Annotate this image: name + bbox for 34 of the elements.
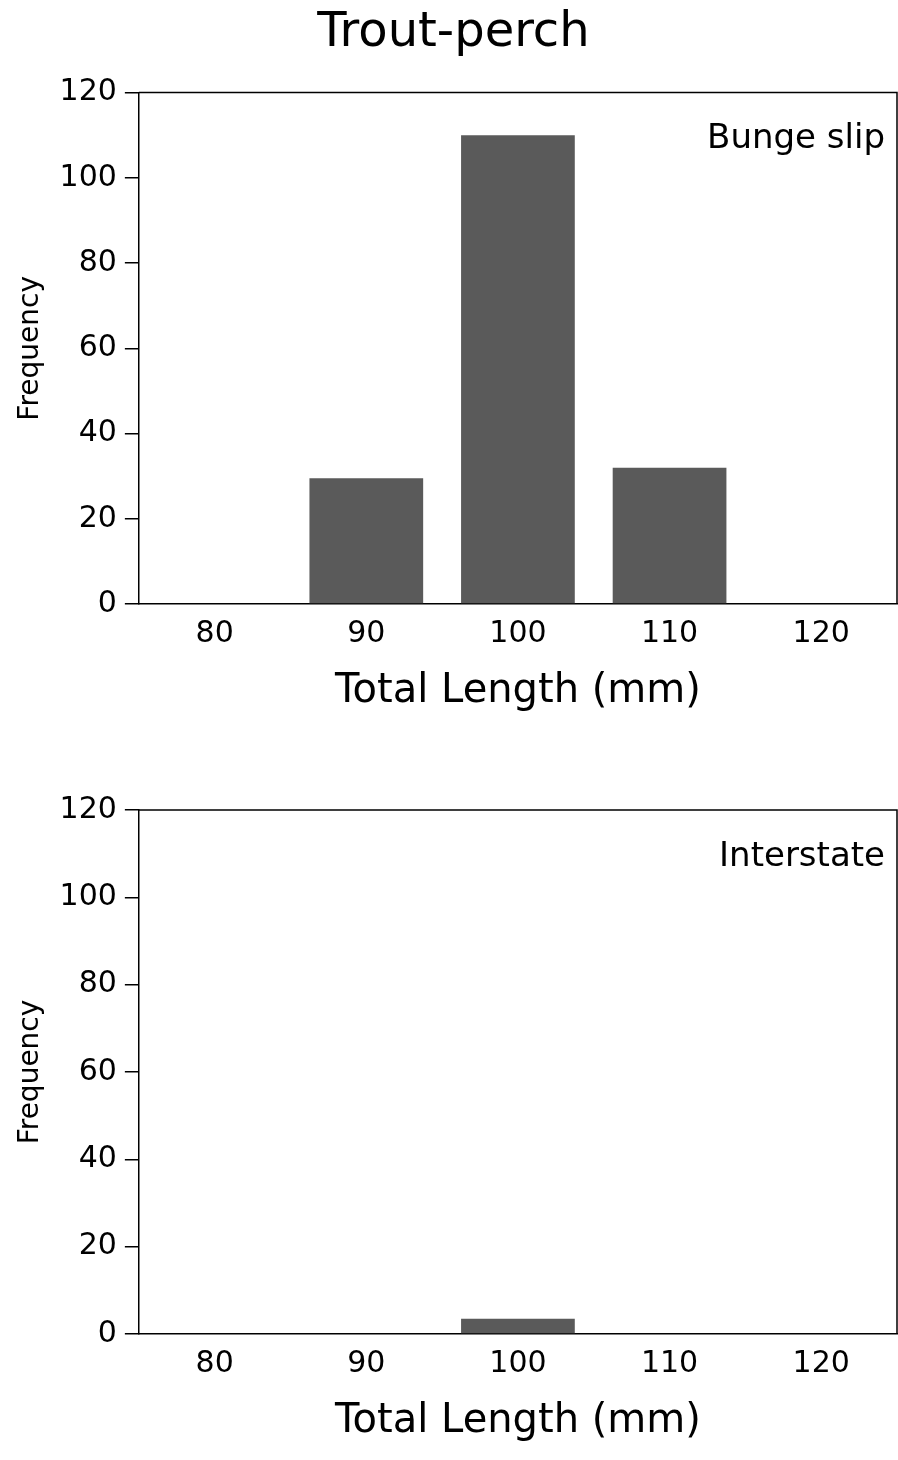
y-tick-label: 60 [78, 328, 117, 364]
y-tick-label: 100 [59, 157, 117, 193]
y-tick-label: 0 [97, 1313, 117, 1349]
x-axis-title: Total Length (mm) [333, 665, 701, 712]
y-tick-label: 20 [78, 498, 117, 534]
y-tick-label: 100 [59, 877, 117, 913]
y-axis-title: Frequency [12, 999, 46, 1145]
y-tick-label: 40 [78, 1139, 117, 1175]
y-tick-label: 60 [78, 1051, 117, 1087]
x-tick-label: 100 [489, 613, 547, 649]
bar [309, 478, 424, 604]
y-axis-title: Frequency [12, 275, 46, 421]
chart-title: Trout-perch [316, 1, 590, 58]
y-tick-label: 120 [59, 789, 117, 825]
bar [612, 467, 727, 604]
x-axis-title: Total Length (mm) [333, 1395, 701, 1442]
y-tick-label: 20 [78, 1226, 117, 1262]
x-tick-label: 90 [347, 613, 386, 649]
y-tick-label: 40 [78, 413, 117, 449]
x-tick-label: 90 [347, 1343, 386, 1379]
x-tick-label: 110 [640, 1343, 699, 1379]
y-tick-label: 80 [78, 242, 117, 278]
annotation: Bunge slip [707, 116, 885, 157]
x-tick-label: 100 [489, 1343, 547, 1379]
x-tick-label: 120 [792, 1343, 850, 1379]
y-tick-label: 120 [59, 72, 117, 108]
annotation: Interstate [719, 833, 885, 874]
x-tick-label: 80 [195, 613, 234, 649]
bar [461, 135, 575, 604]
x-tick-label: 110 [640, 613, 699, 649]
x-tick-label: 120 [792, 613, 850, 649]
x-tick-label: 80 [195, 1343, 234, 1379]
y-tick-label: 80 [78, 964, 117, 1000]
y-tick-label: 0 [97, 583, 117, 619]
